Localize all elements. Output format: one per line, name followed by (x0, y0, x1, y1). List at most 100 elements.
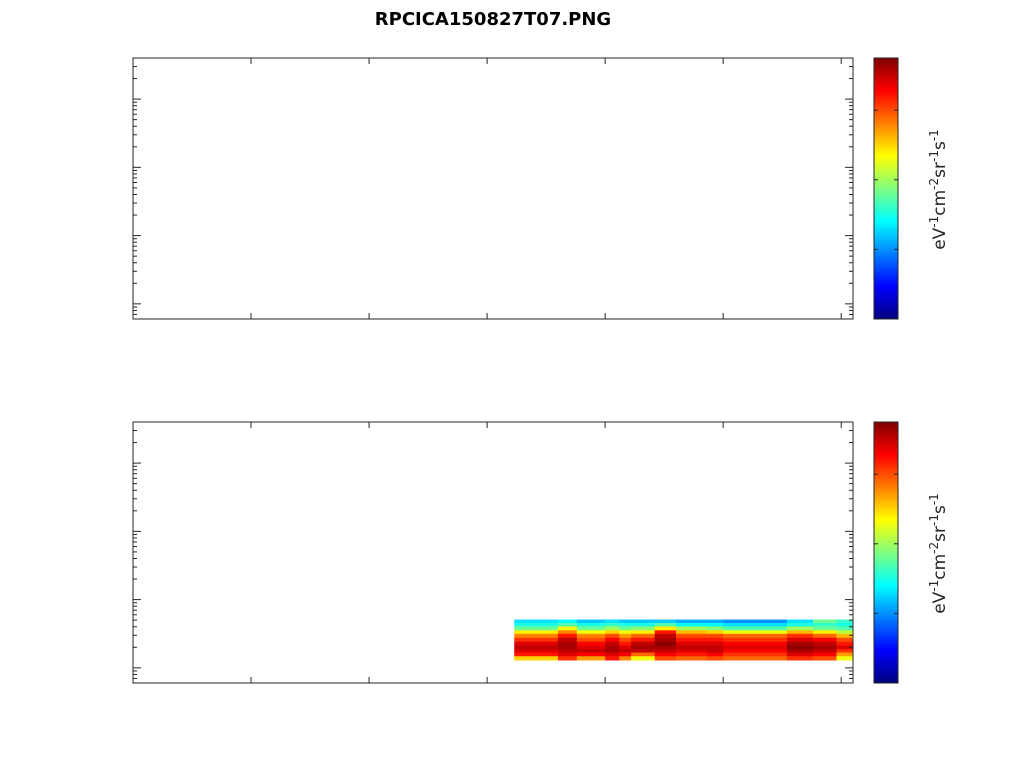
heatmap-cell (706, 641, 724, 646)
heatmap-cell (631, 655, 656, 661)
heatmap-cell (723, 637, 788, 642)
heatmap-cell (723, 626, 788, 631)
heatmap-cell (786, 629, 814, 634)
heatmap-cell (631, 645, 656, 650)
heatmap-cell (576, 633, 606, 638)
heatmap-cell (557, 648, 578, 653)
heatmap-cell (675, 648, 708, 653)
heatmap-cell (675, 619, 708, 624)
heatmap-cell (836, 645, 854, 650)
heatmap-cell (786, 655, 814, 661)
heatmap-cell (619, 652, 632, 657)
heatmap-cell (836, 622, 854, 627)
heatmap-cell (723, 652, 788, 657)
heatmap-cell (557, 637, 578, 642)
colorbar-unit-label: eV-1cm-2sr-1s-1 (927, 493, 950, 614)
heatmap-cell (836, 648, 854, 653)
heatmap-cell (631, 626, 656, 631)
heatmap-cell (654, 626, 677, 631)
heatmap-cell (576, 648, 606, 653)
heatmap-cell (514, 655, 559, 661)
heatmap-cell (836, 619, 854, 624)
heatmap-cell (706, 655, 724, 661)
plot-area (132, 57, 854, 320)
heatmap-cell (786, 645, 814, 650)
heatmap-cell (723, 619, 788, 624)
heatmap-cell (557, 641, 578, 646)
heatmap-cell (631, 622, 656, 627)
heatmap-cell (557, 629, 578, 634)
heatmap-cell (812, 641, 837, 646)
colorbar (873, 421, 899, 684)
panel-2: eV-1cm-2sr-1s-1 (132, 421, 950, 684)
heatmap-cell (605, 633, 620, 638)
heatmap-cell (514, 641, 559, 646)
heatmap-cell (706, 629, 724, 634)
heatmap-cell (514, 622, 559, 627)
colorbar-unit-label: eV-1cm-2sr-1s-1 (927, 129, 950, 250)
heatmap-cells (514, 619, 854, 661)
heatmap-cell (576, 645, 606, 650)
heatmap-cell (675, 655, 708, 661)
heatmap-cell (631, 633, 656, 638)
heatmap-cell (557, 622, 578, 627)
heatmap-cell (619, 641, 632, 646)
heatmap-cell (605, 629, 620, 634)
heatmap-cell (723, 641, 788, 646)
heatmap-cell (631, 619, 656, 624)
heatmap-cell (654, 629, 677, 634)
heatmap-cell (836, 633, 854, 638)
heatmap-cell (836, 641, 854, 646)
heatmap-cell (812, 645, 837, 650)
heatmap-cell (675, 652, 708, 657)
heatmap-cell (514, 633, 559, 638)
heatmap-cell (706, 645, 724, 650)
heatmap-cell (836, 626, 854, 631)
heatmap-cell (812, 622, 837, 627)
heatmap-cell (576, 655, 606, 661)
heatmap-cell (605, 648, 620, 653)
heatmap-cell (654, 633, 677, 638)
heatmap-cell (654, 619, 677, 624)
heatmap-cell (557, 652, 578, 657)
heatmap-cell (619, 622, 632, 627)
heatmap-cell (631, 648, 656, 653)
heatmap-cell (723, 622, 788, 627)
heatmap-cell (706, 652, 724, 657)
heatmap-cell (654, 648, 677, 653)
heatmap-cell (654, 645, 677, 650)
heatmap-cell (631, 641, 656, 646)
heatmap-cell (836, 629, 854, 634)
heatmap-cell (812, 655, 837, 661)
heatmap-cell (576, 637, 606, 642)
heatmap-cell (619, 629, 632, 634)
heatmap-cell (706, 619, 724, 624)
heatmap-cell (812, 637, 837, 642)
heatmap-cell (514, 619, 559, 624)
heatmap-cell (812, 652, 837, 657)
heatmap-cell (619, 645, 632, 650)
heatmap-cell (723, 633, 788, 638)
heatmap-cell (654, 641, 677, 646)
heatmap-cell (576, 641, 606, 646)
heatmap-cell (812, 633, 837, 638)
heatmap-cell (706, 622, 724, 627)
heatmap-cell (836, 637, 854, 642)
heatmap-cell (675, 626, 708, 631)
heatmap-cell (675, 637, 708, 642)
heatmap-cell (812, 629, 837, 634)
heatmap-cell (723, 629, 788, 634)
heatmap-cell (723, 655, 788, 661)
heatmap-cell (786, 626, 814, 631)
heatmap-cell (619, 633, 632, 638)
heatmap-cell (675, 645, 708, 650)
heatmap-cell (675, 622, 708, 627)
heatmap-cell (619, 648, 632, 653)
heatmap-cell (786, 641, 814, 646)
heatmap-cell (576, 652, 606, 657)
heatmap-cell (557, 655, 578, 661)
heatmap-cell (605, 626, 620, 631)
heatmap-cell (605, 637, 620, 642)
heatmap-cell (619, 619, 632, 624)
